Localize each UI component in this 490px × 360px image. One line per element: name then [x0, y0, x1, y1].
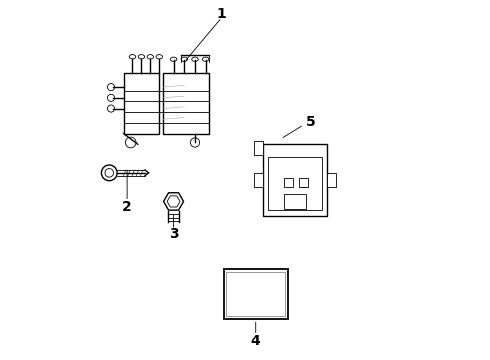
Polygon shape — [164, 193, 184, 210]
Ellipse shape — [192, 57, 198, 62]
FancyBboxPatch shape — [226, 272, 285, 316]
Text: 1: 1 — [217, 7, 227, 21]
Circle shape — [125, 137, 136, 148]
FancyBboxPatch shape — [284, 194, 306, 208]
FancyBboxPatch shape — [327, 173, 336, 187]
Ellipse shape — [138, 55, 145, 59]
FancyBboxPatch shape — [268, 157, 322, 210]
Circle shape — [101, 165, 117, 181]
Circle shape — [107, 94, 115, 102]
FancyBboxPatch shape — [263, 144, 327, 216]
FancyBboxPatch shape — [254, 173, 263, 187]
FancyBboxPatch shape — [163, 73, 209, 134]
Ellipse shape — [202, 57, 209, 62]
FancyBboxPatch shape — [223, 269, 288, 319]
Circle shape — [107, 105, 115, 112]
FancyBboxPatch shape — [123, 73, 159, 134]
Polygon shape — [167, 196, 180, 207]
Ellipse shape — [171, 57, 177, 62]
Text: 4: 4 — [251, 334, 261, 348]
Text: 3: 3 — [169, 226, 178, 240]
Circle shape — [105, 168, 114, 177]
Ellipse shape — [147, 55, 153, 59]
Ellipse shape — [129, 55, 136, 59]
Text: 5: 5 — [306, 115, 316, 129]
Circle shape — [190, 138, 199, 147]
Ellipse shape — [156, 55, 163, 59]
Circle shape — [107, 84, 115, 91]
FancyBboxPatch shape — [298, 178, 308, 187]
FancyBboxPatch shape — [254, 141, 263, 155]
Text: 2: 2 — [122, 200, 132, 214]
Ellipse shape — [181, 57, 188, 62]
FancyBboxPatch shape — [284, 178, 293, 187]
